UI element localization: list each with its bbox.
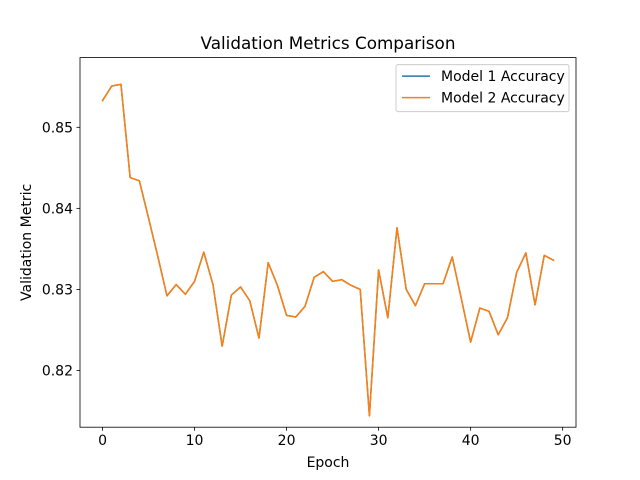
plot-series-group bbox=[101, 83, 555, 417]
series-line-model-1 bbox=[101, 83, 555, 417]
y-axis-ticks: 0.82 0.83 0.84 0.85 bbox=[42, 120, 80, 379]
y-tick-label: 0.83 bbox=[42, 282, 73, 298]
legend-box bbox=[395, 64, 570, 113]
y-tick-label: 0.82 bbox=[42, 363, 73, 379]
series-line-model-2 bbox=[101, 83, 555, 417]
legend-label-model-1: Model 1 Accuracy bbox=[441, 69, 565, 85]
x-tick-label: 40 bbox=[462, 433, 480, 449]
x-tick-label: 10 bbox=[186, 433, 204, 449]
x-axis-label: Epoch bbox=[307, 455, 350, 471]
y-tick-label: 0.84 bbox=[42, 201, 73, 217]
x-tick-label: 20 bbox=[278, 433, 296, 449]
legend-label-model-2: Model 2 Accuracy bbox=[441, 91, 565, 107]
x-axis-ticks: 0 10 20 30 40 50 bbox=[98, 427, 572, 449]
y-tick-label: 0.85 bbox=[42, 120, 73, 136]
legend: Model 1 Accuracy Model 2 Accuracy bbox=[395, 64, 570, 113]
chart-title: Validation Metrics Comparison bbox=[201, 33, 456, 53]
plot-frame bbox=[79, 57, 577, 428]
y-axis-label: Validation Metric bbox=[19, 184, 35, 301]
x-tick-label: 50 bbox=[554, 433, 572, 449]
x-tick-label: 30 bbox=[370, 433, 388, 449]
x-tick-label: 0 bbox=[98, 433, 107, 449]
